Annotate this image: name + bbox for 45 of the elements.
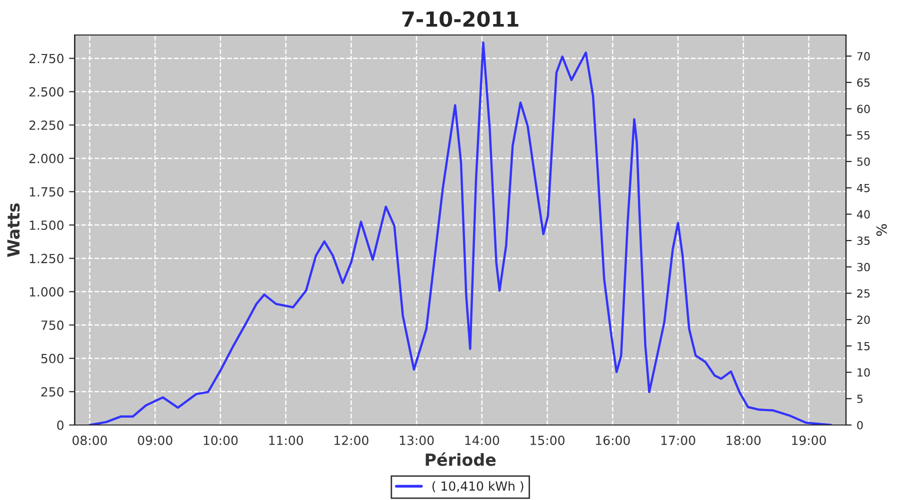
y-tick-label: 500 (41, 354, 64, 364)
y2-tick-label: 55 (857, 131, 870, 140)
y2-tick-label: 35 (857, 236, 870, 245)
y2-tick-label: 0 (857, 420, 863, 430)
y2-tick-label: 40 (856, 210, 870, 219)
y-tick-label: 750 (41, 320, 64, 330)
y2-tick-label: 65 (857, 78, 870, 87)
line-series (88, 41, 832, 425)
y-tick-label: 2.000 (29, 154, 64, 164)
y2-tick-label: 50 (857, 157, 870, 166)
x-tick-label: 08:00 (72, 436, 107, 446)
x-tick-label: 19:00 (792, 436, 826, 446)
y-tick-label: 2.250 (29, 120, 64, 130)
y2-tick-label: 15 (858, 342, 870, 350)
x-tick-label: 14:00 (465, 436, 500, 446)
y2-tick-label: 70 (857, 52, 870, 60)
y2-axis-title: % (876, 224, 887, 236)
y-tick-label: 0 (57, 420, 64, 430)
y2-tick-label: 20 (857, 316, 870, 324)
x-tick-label: 09:00 (138, 436, 172, 446)
x-tick-label: 17:00 (661, 436, 696, 446)
y-tick-label: 250 (41, 387, 64, 397)
y-tick-label: 1.750 (30, 187, 64, 197)
y2-tick-label: 5 (857, 394, 863, 404)
x-tick-label: 10:00 (204, 436, 238, 446)
chart-title: 7-10-2011 (402, 11, 518, 27)
y-axis-title: Watts (7, 203, 20, 257)
x-tick-label: 13:00 (400, 436, 434, 446)
y2-tick-label: 30 (857, 262, 870, 272)
x-tick-label: 15:00 (530, 436, 564, 446)
x-tick-label: 12:00 (334, 436, 368, 446)
x-tick-label: 16:00 (596, 436, 630, 446)
y2-tick-label: 25 (857, 289, 870, 298)
y-tick-label: 1.500 (30, 220, 64, 230)
x-tick-label: 18:00 (726, 436, 761, 446)
y-tick-label: 2.500 (29, 87, 64, 97)
y-tick-label: 1.250 (30, 254, 64, 264)
legend-label: ( 10,410 kWh ) (432, 481, 524, 492)
y2-tick-label: 60 (857, 104, 870, 114)
x-tick-label: 11:00 (269, 436, 304, 446)
y-tick-label: 1.000 (30, 287, 64, 297)
x-axis-title: Période (426, 452, 496, 466)
y2-tick-label: 45 (856, 184, 870, 192)
y-tick-label: 2.750 (29, 54, 64, 64)
y2-tick-label: 10 (858, 368, 870, 377)
